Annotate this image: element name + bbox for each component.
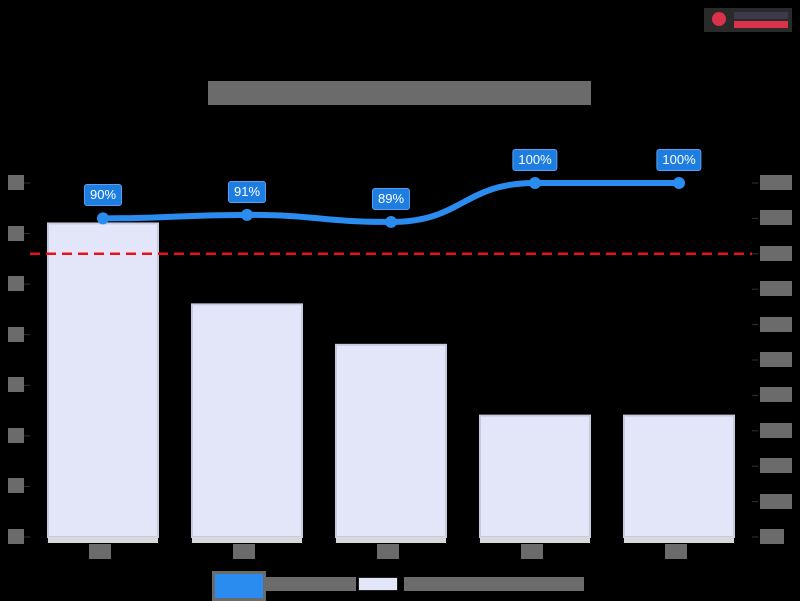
- legend-swatch-bar[interactable]: [358, 577, 398, 591]
- legend-label-bar: Records (Left Axis) by Year: [404, 577, 584, 591]
- bar: [192, 304, 302, 537]
- bar: [48, 223, 158, 537]
- bar-base: [624, 537, 734, 543]
- bar: [336, 345, 446, 537]
- data-point-marker: [673, 177, 685, 189]
- legend-swatch-line[interactable]: [212, 571, 266, 601]
- data-point-marker: [97, 212, 109, 224]
- data-point-marker: [385, 216, 397, 228]
- bar: [624, 416, 734, 537]
- bar: [480, 416, 590, 537]
- bar-base: [192, 537, 302, 543]
- data-point-marker: [529, 177, 541, 189]
- plot-area: [0, 0, 800, 600]
- data-point-marker: [241, 209, 253, 221]
- data-label: 100%: [656, 149, 701, 171]
- data-label: 90%: [84, 184, 122, 206]
- legend-label-line: Completion Rate: [266, 577, 356, 591]
- bar-base: [48, 537, 158, 543]
- data-label: 91%: [228, 181, 266, 203]
- data-label: 89%: [372, 188, 410, 210]
- bar-base: [480, 537, 590, 543]
- bar-base: [336, 537, 446, 543]
- data-label: 100%: [512, 149, 557, 171]
- legend: Completion Rate Records (Left Axis) by Y…: [208, 567, 588, 599]
